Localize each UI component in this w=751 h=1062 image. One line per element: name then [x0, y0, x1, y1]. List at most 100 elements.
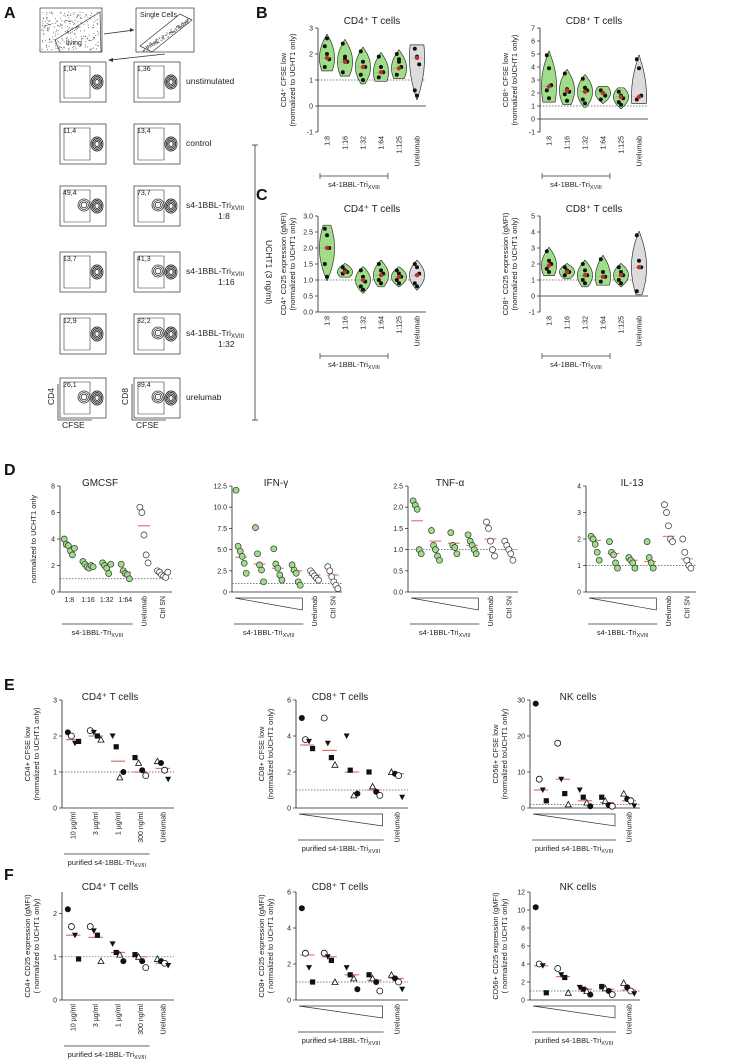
x-tick-label: 1:32 — [583, 316, 590, 330]
event-dot — [87, 16, 89, 18]
event-dot — [82, 12, 84, 14]
data-point — [343, 733, 350, 739]
chart-c2: CD8⁺ T cells -1 0 1 2 3 4 5 CD8⁺ CD25 expression… — [501, 204, 648, 371]
event-dot — [179, 26, 180, 28]
data-point — [68, 923, 75, 930]
contour-line — [168, 141, 174, 147]
subscript: XVIII — [368, 185, 380, 191]
data-point — [395, 978, 402, 986]
event-dot — [73, 12, 75, 14]
gate-arrow — [103, 29, 135, 35]
data-point — [361, 78, 365, 82]
data-point — [379, 65, 383, 69]
event-dot — [68, 44, 70, 46]
event-dot — [60, 12, 62, 14]
x-tick-label: 1:8 — [547, 136, 554, 146]
event-dot — [65, 20, 66, 21]
event-dot — [85, 14, 87, 16]
subscript: XVIII — [368, 1041, 380, 1047]
data-point — [240, 559, 248, 567]
event-dot — [48, 26, 50, 28]
y-tick-label: 1 — [309, 78, 313, 85]
violin-shape — [409, 44, 425, 100]
event-dot — [181, 25, 183, 27]
data-point — [394, 278, 399, 282]
event-dot — [64, 15, 66, 17]
data-point — [394, 268, 399, 273]
y-tick-label: 3 — [531, 246, 535, 253]
condition-label: s4-1BBL-TriXVIII — [186, 266, 244, 278]
event-dot — [70, 28, 72, 30]
event-dot — [87, 24, 89, 26]
event-dot — [43, 26, 45, 28]
data-point — [417, 62, 422, 67]
event-dot — [158, 41, 160, 43]
event-dot — [97, 31, 99, 32]
event-dot — [171, 31, 173, 33]
y-tick-label: 2 — [531, 262, 535, 269]
data-point — [428, 527, 435, 534]
event-dot — [46, 49, 48, 51]
x-tick-label: Urelumab — [312, 596, 319, 626]
event-dot — [74, 33, 76, 35]
event-dot — [69, 32, 71, 34]
event-dot — [68, 49, 70, 51]
chart-title: CD4⁺ T cells — [344, 16, 401, 27]
gate-percent: 32,2 — [137, 318, 151, 325]
event-dot — [67, 28, 69, 30]
data-point — [485, 525, 492, 532]
subscript: XVIII — [368, 365, 380, 371]
data-point — [132, 952, 138, 958]
event-dot — [51, 11, 53, 13]
condition-label: urelumab — [186, 392, 222, 402]
y-tick-label: 4 — [287, 926, 291, 933]
event-dot — [170, 30, 172, 32]
event-dot — [68, 48, 70, 50]
event-dot — [72, 27, 74, 29]
y-tick-label: 0 — [53, 998, 57, 1005]
gate-percent: 1,36 — [137, 66, 151, 73]
y-tick-label: 7.5 — [217, 526, 227, 533]
subscript: XVIII — [368, 849, 380, 855]
event-dot — [97, 44, 99, 46]
data-point — [292, 569, 300, 577]
contour-line — [79, 200, 89, 210]
event-dot — [65, 20, 67, 21]
group-label: s4-1BBL-TriXVIII — [328, 180, 380, 191]
chart-title: CD4⁺ T cells — [82, 882, 139, 893]
y-tick-label: 10 — [517, 770, 525, 777]
event-dot — [70, 40, 72, 42]
event-dot — [55, 47, 57, 49]
event-dot — [97, 45, 99, 47]
event-dot — [152, 45, 154, 46]
group-label: s4-1BBL-TriXVIII — [597, 628, 649, 639]
y-tick-label: 2.5 — [303, 230, 313, 237]
proliferation-gate — [137, 255, 165, 289]
data-point — [324, 740, 331, 747]
data-point — [616, 100, 621, 105]
gate-label-single: Single Cells — [140, 12, 177, 19]
data-point — [161, 766, 168, 774]
data-point — [599, 794, 605, 800]
y-tick-label: 4 — [531, 230, 535, 237]
contour-plot-cd8 — [133, 185, 181, 227]
data-point — [90, 729, 97, 736]
event-dot — [187, 18, 189, 20]
contour-line — [93, 77, 101, 87]
event-dot — [70, 15, 71, 16]
y-axis-label: CD56+ CFSE low — [491, 724, 500, 784]
y-tick-label: 0 — [53, 806, 57, 813]
data-point — [558, 776, 565, 783]
data-point — [620, 979, 628, 986]
event-dot — [77, 13, 79, 15]
y-tick-label: 1.5 — [303, 262, 313, 269]
event-dot — [42, 41, 44, 43]
data-point — [576, 787, 583, 793]
event-dot — [75, 29, 77, 31]
data-point — [432, 546, 439, 553]
x-tick-label: 1:32 — [361, 136, 368, 150]
data-point — [580, 97, 585, 102]
event-dot — [86, 21, 88, 23]
event-dot — [51, 41, 53, 43]
event-dot — [73, 24, 75, 26]
